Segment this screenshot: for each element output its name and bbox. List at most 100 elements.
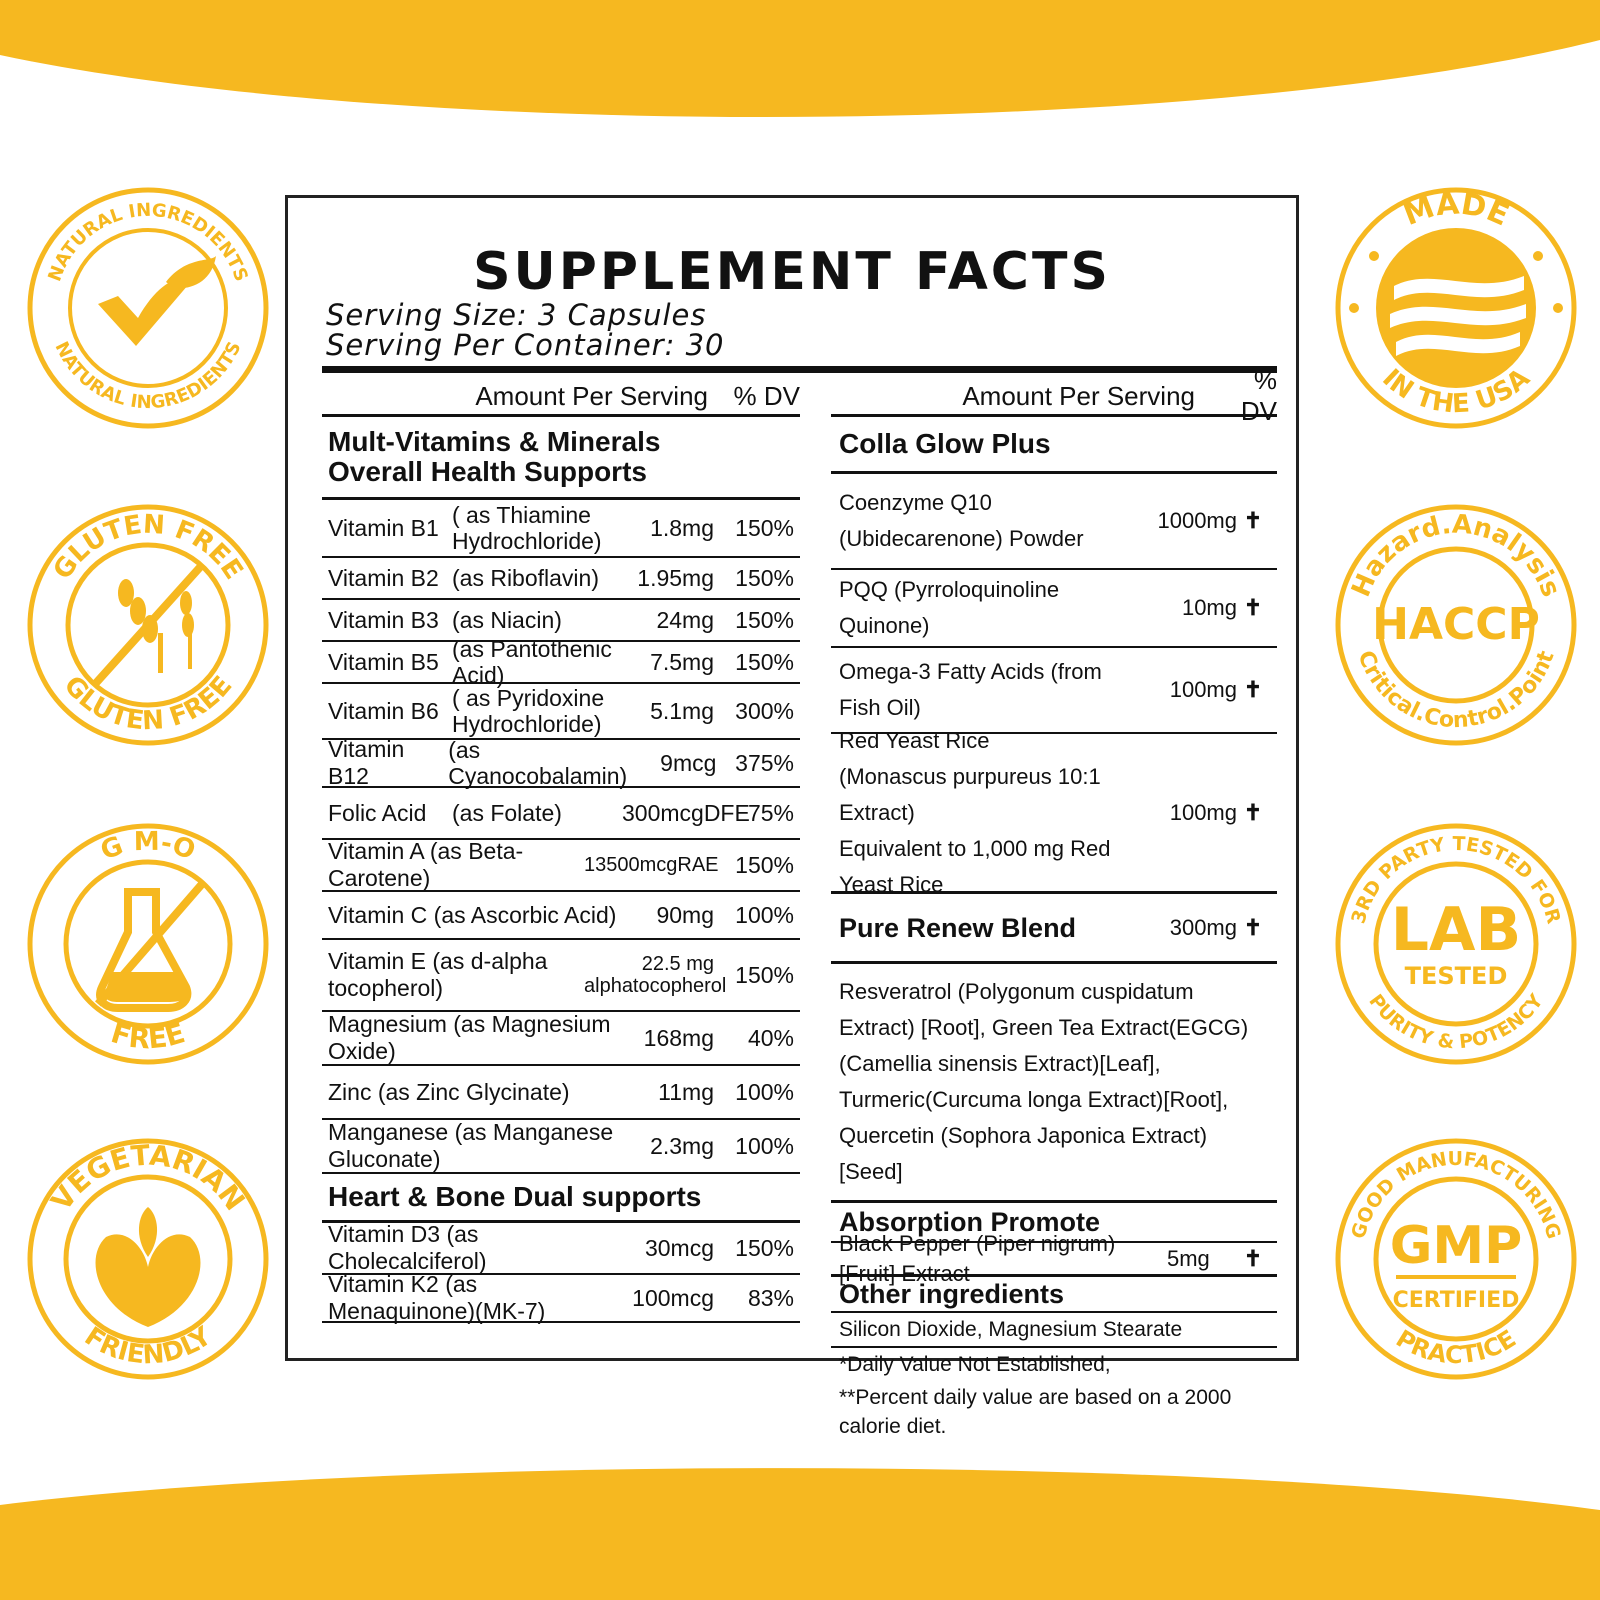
nutrient-dv: 150%	[735, 564, 794, 591]
section-absorption: Absorption Promote	[831, 1203, 1277, 1243]
nutrient-amount: 5.1mg	[650, 697, 714, 724]
dv-header: % DV	[733, 380, 800, 411]
nutrient-row: Folic Acid (as Folate) 300mcgDFE 75%	[322, 788, 800, 840]
badge-veg-bottom: FRIENDLY	[79, 1321, 218, 1371]
amount-header: Amount Per Serving	[962, 380, 1195, 411]
nutrient-dv: 75%	[747, 799, 794, 826]
nutrient-amount: 100mcg	[632, 1284, 714, 1311]
nutrient-row: Vitamin B5 (as Pantothenic Acid) 7.5mg 150%	[322, 636, 800, 688]
gmp-certified-badge: GOOD MANUFACTURING PRACTICE GMP CERTIFIE…	[1334, 1137, 1578, 1381]
nutrient-dv: 150%	[735, 1234, 794, 1261]
serving-size: Serving Size: 3 Capsules	[326, 298, 707, 332]
made-in-usa-badge: MADE IN THE USA	[1334, 186, 1578, 430]
badge-gmp-mid: GMP	[1390, 1216, 1523, 1276]
nutrient-dv: 150%	[735, 606, 794, 633]
nutrient-dv: 100%	[735, 1078, 794, 1105]
left-column-header: Amount Per Serving % DV	[322, 378, 800, 417]
ingredient-name: Omega-3 Fatty Acids (from Fish Oil)	[839, 659, 1102, 720]
nutrient-amount: 11mg	[658, 1078, 714, 1105]
nutrient-row: Magnesium (as Magnesium Oxide) 168mg 40%	[322, 1011, 800, 1066]
nutrient-dv: 375%	[735, 749, 794, 776]
nutrient-name: Vitamin B3	[328, 606, 439, 633]
nutrient-name: Vitamin C (as Ascorbic Acid)	[328, 901, 617, 928]
nutrient-dv: 100%	[735, 1132, 794, 1159]
section-other-ingredients: Other ingredients	[831, 1277, 1277, 1313]
facts-title: SUPPLEMENT FACTS	[473, 242, 1111, 302]
lab-tested-badge: 3RD PARTY TESTED FOR PURITY & POTENCY LA…	[1334, 822, 1578, 1066]
natural-ingredients-badge: NATURAL INGREDIENTS NATURAL INGREDIENTS	[26, 186, 270, 430]
nutrient-dv: 150%	[735, 851, 794, 878]
nutrient-row: Vitamin E (as d-alpha tocopherol) 22.5 mg…	[322, 940, 800, 1012]
ingredient-amount: 1000mg	[1157, 508, 1237, 533]
nutrient-row: Vitamin B12 (as Cyanocobalamin) 9mcg 375%	[322, 736, 800, 789]
nutrient-source: (as Pantothenic Acid)	[452, 636, 612, 688]
nutrient-row: Vitamin B2 (as Riboflavin) 1.95mg 150%	[322, 558, 800, 600]
left-rows: Vitamin B1 ( as Thiamine Hydrochloride) 1.…	[322, 500, 800, 1174]
bottom-wave-banner	[0, 1468, 1600, 1600]
nutrient-name: Vitamin D3 (as Cholecalciferol)	[328, 1221, 487, 1274]
nutrient-source: ( as Pyridoxine Hydrochloride)	[452, 685, 605, 737]
nutrient-name: Manganese (as Manganese Gluconate)	[328, 1119, 614, 1172]
ingredient-amount: 100mg	[1169, 677, 1237, 702]
badge-gmo-bottom: FREE	[107, 1016, 188, 1055]
ingredient-name: PQQ (Pyrroloquinoline Quinone)	[839, 577, 1060, 638]
nutrient-dv: 300%	[735, 697, 794, 724]
nutrient-amount: 24mg	[656, 606, 714, 633]
nutrient-name: Vitamin B12	[328, 736, 405, 789]
footnote-calorie: **Percent daily value are based on a 200…	[839, 1386, 1232, 1438]
footnote-daily-value: *Daily Value Not Established,	[839, 1353, 1111, 1376]
section-heart-bone: Heart & Bone Dual supports	[322, 1174, 800, 1223]
section-title-line: Mult-Vitamins & Minerals	[328, 426, 661, 457]
ingredient-name: Black Pepper (Piper nigrum)[Fruit] Extra…	[839, 1230, 1116, 1286]
dagger-mark: ✝	[1243, 799, 1263, 825]
red-yeast-rice-row: Red Yeast Rice (Monascus purpureus 10:1 …	[831, 728, 1277, 897]
nutrient-amount: 30mcg	[644, 1234, 714, 1261]
blend-ingredients: Resveratrol (Polygonum cuspidatum Extrac…	[831, 964, 1277, 1203]
gluten-free-badge: GLUTEN FREE GLUTEN FREE	[26, 503, 270, 747]
flask-icon	[96, 888, 192, 1012]
ingredient-note: Equivalent to 1,000 mg Red Yeast Rice	[839, 835, 1111, 897]
pqq-row: PQQ (Pyrroloquinoline Quinone) 10mg ✝	[831, 570, 1277, 648]
dagger-mark: ✝	[1243, 595, 1263, 620]
section-colla-glow: Colla Glow Plus	[831, 417, 1277, 474]
top-wave-banner	[0, 0, 1600, 117]
ingredient-amount: 5mg	[1167, 1245, 1210, 1271]
nutrient-row: Manganese (as Manganese Gluconate) 2.3mg 1…	[322, 1119, 800, 1174]
nutrient-row: Vitamin A (as Beta-Carotene) 13500mcgRAE 1…	[322, 838, 800, 892]
pure-renew-row: Pure Renew Blend 300mg ✝	[831, 894, 1277, 964]
nutrient-amount: 2.3mg	[650, 1132, 714, 1159]
svg-text:FRIENDLY: FRIENDLY	[79, 1321, 218, 1371]
ingredient-amount: 100mg	[1169, 799, 1237, 825]
badge-gmp-mid2: CERTIFIED	[1393, 1288, 1520, 1313]
nutrient-amount: 22.5 mg alphatocopherol	[584, 953, 727, 997]
nutrient-row: Zinc (as Zinc Glycinate) 11mg 100%	[322, 1066, 800, 1120]
leaf-icon	[95, 1207, 201, 1327]
nutrient-row: Vitamin C (as Ascorbic Acid) 90mg 100%	[322, 892, 800, 940]
badge-gmp-bottom: PRACTICE	[1391, 1324, 1521, 1369]
vegetarian-friendly-badge: VEGETARIAN FRIENDLY	[26, 1137, 270, 1381]
nutrient-name: Vitamin B5	[328, 648, 439, 675]
badge-haccp-top: Hazard.Analysis	[1346, 510, 1566, 602]
dagger-mark: ✝	[1243, 508, 1263, 533]
nutrient-amount: 300mcgDFE	[622, 799, 750, 826]
svg-text:Hazard.Analysis: Hazard.Analysis	[1346, 510, 1566, 602]
ingredient-name: Coenzyme Q10	[839, 490, 992, 515]
section-pure-renew: Pure Renew Blend	[839, 912, 1077, 943]
nutrient-source: (as Niacin)	[452, 607, 562, 633]
nutrient-row: Vitamin B1 ( as Thiamine Hydrochloride) 1.…	[322, 500, 800, 558]
nutrient-amount: 1.95mg	[637, 564, 714, 591]
nutrient-dv: 40%	[747, 1024, 794, 1051]
wheat-icon	[118, 579, 194, 673]
section-title-line: Overall Health Supports	[328, 456, 647, 487]
dagger-mark: ✝	[1243, 914, 1263, 940]
ingredient-source: (Ubidecarenone) Powder	[839, 526, 1084, 551]
nutrient-row: Vitamin B3 (as Niacin) 24mg 150%	[322, 600, 800, 642]
nutrient-source: (as Cyanocobalamin)	[448, 737, 628, 789]
amount-header: Amount Per Serving	[475, 380, 708, 411]
nutrient-amount: 7.5mg	[650, 648, 714, 675]
nutrient-name: Vitamin E (as d-alpha tocopherol)	[328, 948, 548, 1001]
nutrient-source: (as Riboflavin)	[452, 565, 599, 591]
nutrient-amount: 13500mcgRAE	[584, 854, 719, 876]
nutrient-name: Vitamin B6	[328, 697, 439, 724]
left-column: Amount Per Serving % DV Mult-Vitamins & …	[322, 378, 800, 1324]
